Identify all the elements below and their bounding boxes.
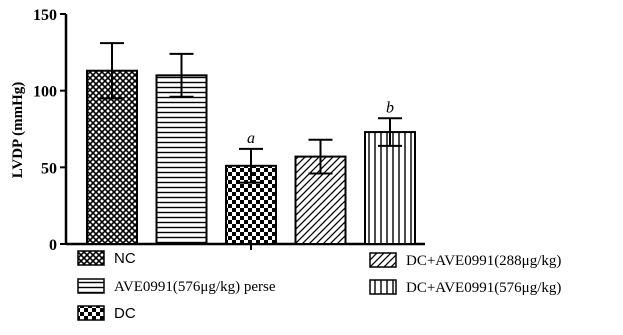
bar [86, 69, 138, 245]
legend-item: AVE0991(576μg/kg) perse [77, 278, 276, 295]
legend-label: DC [114, 305, 136, 322]
legend-label: DC+AVE0991(576μg/kg) [406, 280, 561, 296]
legend-label: NC [114, 250, 136, 267]
bar [155, 74, 208, 246]
legend-label: AVE0991(576μg/kg) perse [114, 279, 276, 295]
legend-item: DC+AVE0991(288μg/kg) [369, 252, 561, 269]
y-tick-label: 100 [33, 84, 57, 101]
y-tick-label: 150 [33, 7, 57, 24]
legend-swatch [77, 250, 105, 266]
legend-item: DC+AVE0991(576μg/kg) [369, 279, 561, 296]
bar-group [294, 138, 347, 246]
bar-group [86, 42, 138, 245]
bars: ab [86, 42, 416, 246]
legend-swatch [77, 305, 105, 321]
bar [364, 131, 416, 245]
legend-item: NC [77, 250, 136, 267]
legend-swatch [369, 252, 397, 268]
legend-label: DC+AVE0991(288μg/kg) [406, 253, 561, 269]
y-tick-label: 0 [49, 237, 57, 254]
bar-group: b [364, 99, 416, 245]
bar-group [155, 52, 208, 246]
legend: NC AVE0991(576μg/kg) perse DC DC+AVE0991(28… [77, 250, 561, 322]
legend-swatch [369, 279, 397, 295]
y-axis-label: LVDP (mmHg) [10, 82, 26, 179]
legend-item: DC [77, 305, 136, 322]
significance-label: b [386, 99, 394, 116]
bar-group: a [225, 130, 277, 245]
bar [225, 164, 277, 245]
y-tick-label: 50 [41, 160, 57, 177]
legend-swatch [77, 278, 105, 294]
significance-label: a [247, 130, 255, 147]
